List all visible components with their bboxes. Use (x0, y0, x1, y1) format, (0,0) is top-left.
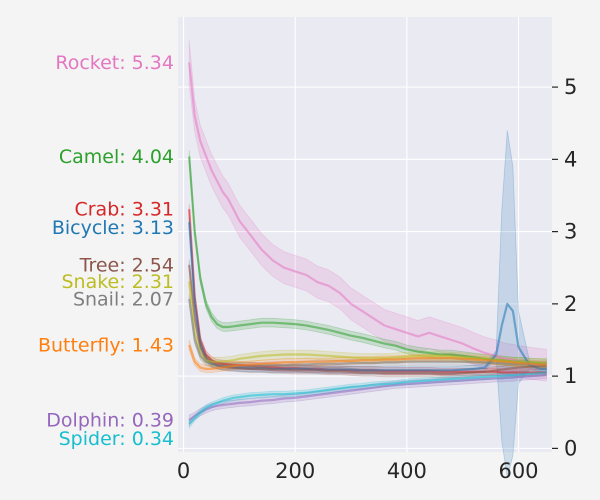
series-label-camel: Camel: 4.04 (59, 146, 174, 168)
x-axis-ticks: 0 200 400 600 (177, 459, 539, 483)
series-labels: Rocket: 5.34 Camel: 4.04 Crab: 3.31Bicycle… (38, 52, 174, 450)
series-label-snake: Snake: 2.31 (61, 271, 174, 293)
series-label-crab: Crab: 3.31 (74, 199, 174, 221)
y-tick-label: 2 (564, 292, 577, 316)
y-tick-label: 5 (564, 75, 577, 99)
line-butterfly (188, 344, 547, 370)
series-label-bicycle: Bicycle: 3.13 (52, 217, 174, 239)
x-tick-label: 400 (387, 459, 427, 483)
band-camel (188, 150, 547, 368)
y-tick-label: 3 (564, 220, 577, 244)
y-tick-label: 1 (564, 364, 577, 388)
series-label-dolphin: Dolphin: 0.39 (46, 410, 174, 432)
line-spider (188, 371, 547, 425)
series-label-rocket: Rocket: 5.34 (55, 52, 174, 74)
line-dolphin (188, 373, 547, 422)
band-snake (188, 275, 547, 368)
y-axis-ticks: 0 1 2 3 4 5 (552, 75, 577, 460)
line-snake (188, 281, 547, 365)
line-rocket (188, 62, 547, 367)
x-tick-label: 200 (275, 459, 315, 483)
grid (178, 17, 552, 452)
series-label-spider: Spider: 0.34 (59, 428, 174, 450)
series-label-snail: Snail: 2.07 (73, 288, 174, 310)
series-label-tree: Tree: 2.54 (79, 254, 174, 276)
series-lines (188, 62, 547, 425)
band-rocket (188, 40, 547, 382)
x-tick-label: 0 (177, 459, 190, 483)
y-tick-label: 0 (564, 436, 577, 460)
y-tick-label: 4 (564, 147, 577, 171)
x-tick-label: 600 (498, 459, 538, 483)
series-label-butterfly: Butterfly: 1.43 (38, 335, 174, 357)
